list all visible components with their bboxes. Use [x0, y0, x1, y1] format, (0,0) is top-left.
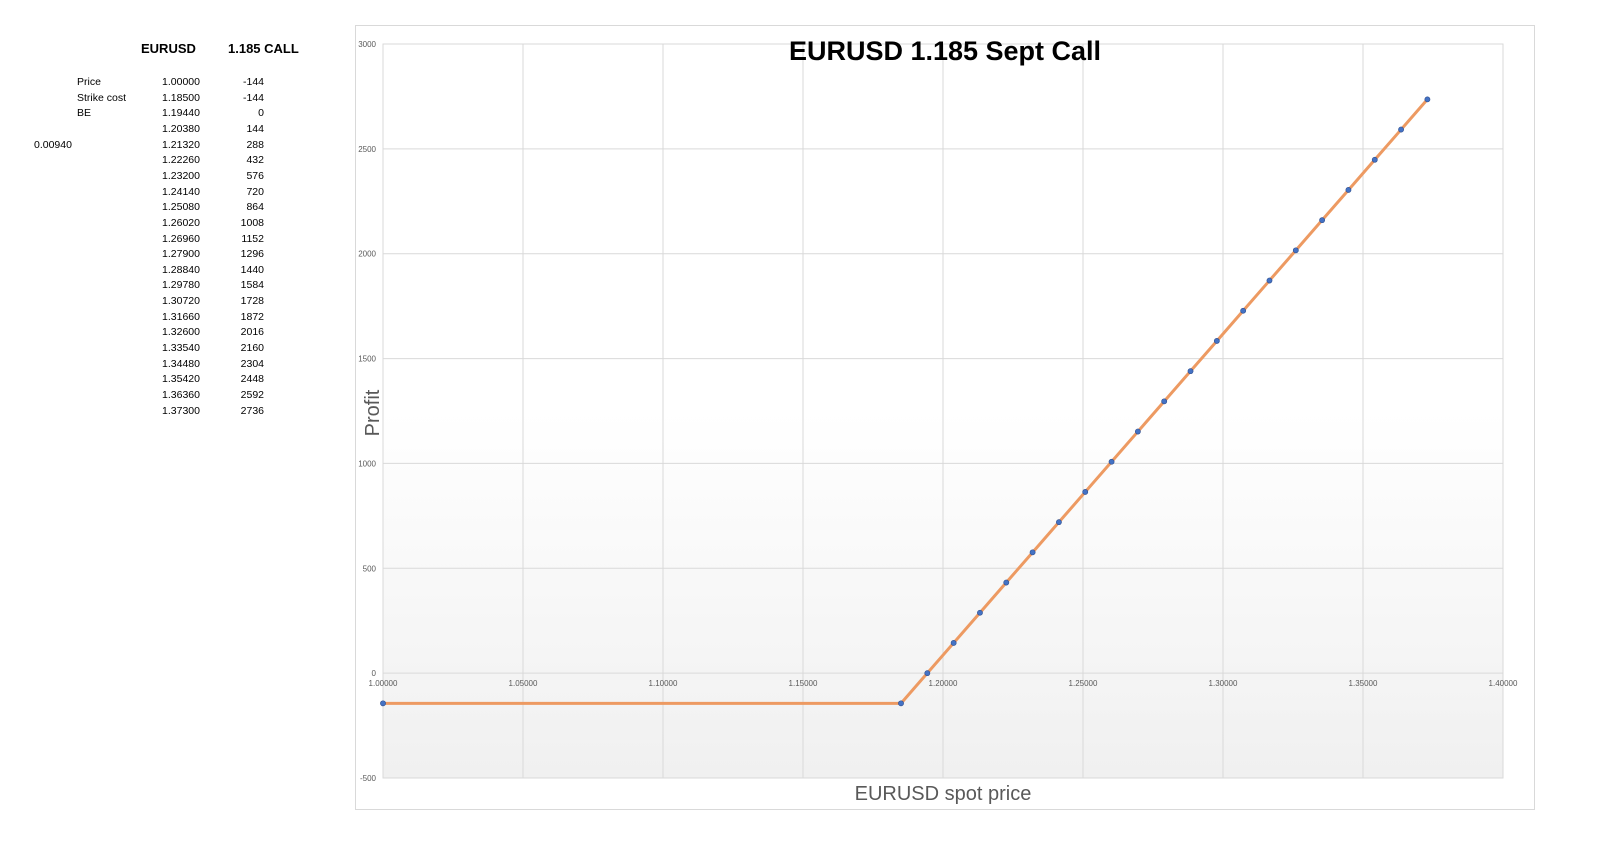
profit-cell[interactable]: 2160 — [240, 342, 264, 355]
data-point[interactable] — [1187, 368, 1194, 375]
price-cell[interactable]: 1.35420 — [162, 373, 200, 386]
profit-cell[interactable]: 864 — [246, 201, 264, 214]
data-point[interactable] — [1424, 96, 1431, 103]
price-cell[interactable]: 1.20380 — [162, 122, 200, 135]
data-point[interactable] — [924, 670, 931, 677]
profit-cell[interactable]: 1728 — [240, 295, 264, 308]
data-point[interactable] — [1108, 458, 1115, 465]
profit-cell[interactable]: 0 — [258, 107, 264, 120]
row-label-cell[interactable]: Strike cost — [77, 91, 127, 104]
profit-cell[interactable]: 2736 — [240, 404, 264, 417]
payoff-chart: 1.00000 1.05000 1.10000 1.15000 1.20000 1.250… — [358, 36, 1518, 805]
price-cell[interactable]: 1.21320 — [162, 138, 200, 151]
data-point[interactable] — [1292, 247, 1299, 254]
tick-labels: 1.00000 1.05000 1.10000 1.15000 1.20000 1.250… — [358, 40, 1518, 783]
price-cell[interactable]: 1.31660 — [162, 310, 200, 323]
spreadsheet-panel: EURUSD 1.185 CALL 0.00940 Price Strike co… — [0, 0, 340, 847]
data-point[interactable] — [1029, 549, 1036, 556]
data-point[interactable] — [380, 700, 386, 707]
y-tick-label: 0 — [372, 669, 377, 678]
profit-cell[interactable]: -144 — [242, 76, 264, 88]
data-point[interactable] — [1161, 398, 1168, 405]
x-tick-label: 1.05000 — [509, 679, 538, 688]
y-tick-label: 2500 — [358, 145, 376, 154]
price-cell[interactable]: 1.34480 — [162, 357, 200, 370]
data-point[interactable] — [1398, 126, 1404, 133]
x-tick-label: 1.25000 — [1069, 679, 1098, 688]
y-tick-label: 1000 — [358, 459, 376, 468]
profit-cell[interactable]: -144 — [242, 91, 264, 104]
price-cell[interactable]: 1.36360 — [162, 389, 200, 401]
data-point[interactable] — [1213, 338, 1220, 344]
profit-cell[interactable]: 720 — [246, 185, 264, 198]
price-cell[interactable]: 1.18500 — [162, 91, 200, 104]
x-tick-label: 1.20000 — [929, 679, 958, 688]
profit-cell[interactable]: 1008 — [240, 216, 264, 229]
series-group — [380, 96, 1431, 707]
data-point[interactable] — [1240, 307, 1247, 314]
data-point[interactable] — [977, 609, 983, 616]
profit-cell[interactable]: 1296 — [240, 248, 264, 261]
data-point[interactable] — [1371, 156, 1378, 163]
profit-cell[interactable]: 288 — [246, 138, 264, 151]
price-cell[interactable]: 1.24140 — [162, 185, 200, 198]
price-cell[interactable]: 1.27900 — [162, 248, 200, 261]
price-cell[interactable]: 1.30720 — [162, 295, 200, 308]
y-tick-label: -500 — [360, 774, 377, 783]
profit-cell[interactable]: 432 — [246, 154, 264, 167]
data-point[interactable] — [1266, 277, 1273, 284]
data-point[interactable] — [1056, 519, 1062, 526]
price-cell[interactable]: 1.29780 — [162, 279, 200, 292]
data-point[interactable] — [1134, 428, 1141, 435]
profit-cell[interactable]: 2448 — [240, 373, 264, 386]
data-point[interactable] — [950, 640, 957, 646]
profit-cell[interactable]: 144 — [246, 122, 264, 135]
price-cell[interactable]: 1.22260 — [162, 154, 200, 167]
data-point[interactable] — [1082, 489, 1089, 495]
price-cell[interactable]: 1.33540 — [162, 342, 200, 355]
chart-title: EURUSD 1.185 Sept Call — [789, 36, 1101, 66]
price-cell[interactable]: 1.19440 — [162, 107, 200, 120]
profit-cell[interactable]: 1872 — [240, 310, 264, 323]
chart-area[interactable]: 1.00000 1.05000 1.10000 1.15000 1.20000 1.250… — [355, 25, 1535, 810]
price-cell[interactable]: 1.25080 — [162, 201, 200, 214]
profit-cell[interactable]: 576 — [246, 169, 264, 182]
price-cell[interactable]: 1.23200 — [162, 169, 200, 182]
price-cell[interactable]: 1.26960 — [162, 232, 200, 245]
price-cell[interactable]: 1.26020 — [162, 216, 200, 229]
column-header-pair: EURUSD — [141, 41, 196, 56]
profit-cell[interactable]: 2016 — [240, 326, 264, 339]
profit-cell[interactable]: 1152 — [241, 232, 264, 245]
data-point[interactable] — [1319, 217, 1326, 224]
price-cell[interactable]: 1.00000 — [162, 76, 200, 88]
data-point[interactable] — [898, 700, 904, 707]
column-header-option: 1.185 CALL — [228, 41, 299, 56]
x-tick-label: 1.10000 — [649, 679, 678, 688]
x-tick-label: 1.15000 — [789, 679, 818, 688]
profit-cell[interactable]: 1440 — [240, 263, 264, 276]
data-point[interactable] — [1345, 187, 1352, 193]
y-tick-label: 500 — [363, 564, 377, 573]
x-tick-label: 1.30000 — [1209, 679, 1238, 688]
profit-cell[interactable]: 2592 — [240, 389, 264, 401]
profit-cell[interactable]: 2304 — [240, 357, 264, 370]
row-label-cell[interactable]: BE — [77, 107, 92, 120]
gridlines — [382, 43, 1504, 779]
profit-cell[interactable]: 1584 — [240, 279, 264, 292]
row-label-cell[interactable]: Price — [77, 76, 101, 88]
data-point[interactable] — [1003, 579, 1010, 586]
series-line — [383, 98, 1429, 705]
side-value-cell[interactable]: 0.00940 — [34, 139, 72, 151]
x-tick-label: 1.00000 — [369, 679, 398, 688]
price-cell[interactable]: 1.37300 — [162, 404, 200, 417]
y-tick-label: 2000 — [358, 250, 376, 259]
x-tick-label: 1.35000 — [1349, 679, 1378, 688]
price-cell[interactable]: 1.32600 — [162, 326, 200, 339]
y-tick-label: 1500 — [358, 355, 376, 364]
x-tick-label: 1.40000 — [1489, 679, 1518, 688]
y-axis-title: Profit — [362, 389, 384, 436]
x-axis-title: EURUSD spot price — [855, 783, 1032, 805]
price-cell[interactable]: 1.28840 — [162, 263, 200, 276]
y-tick-label: 3000 — [358, 40, 376, 49]
